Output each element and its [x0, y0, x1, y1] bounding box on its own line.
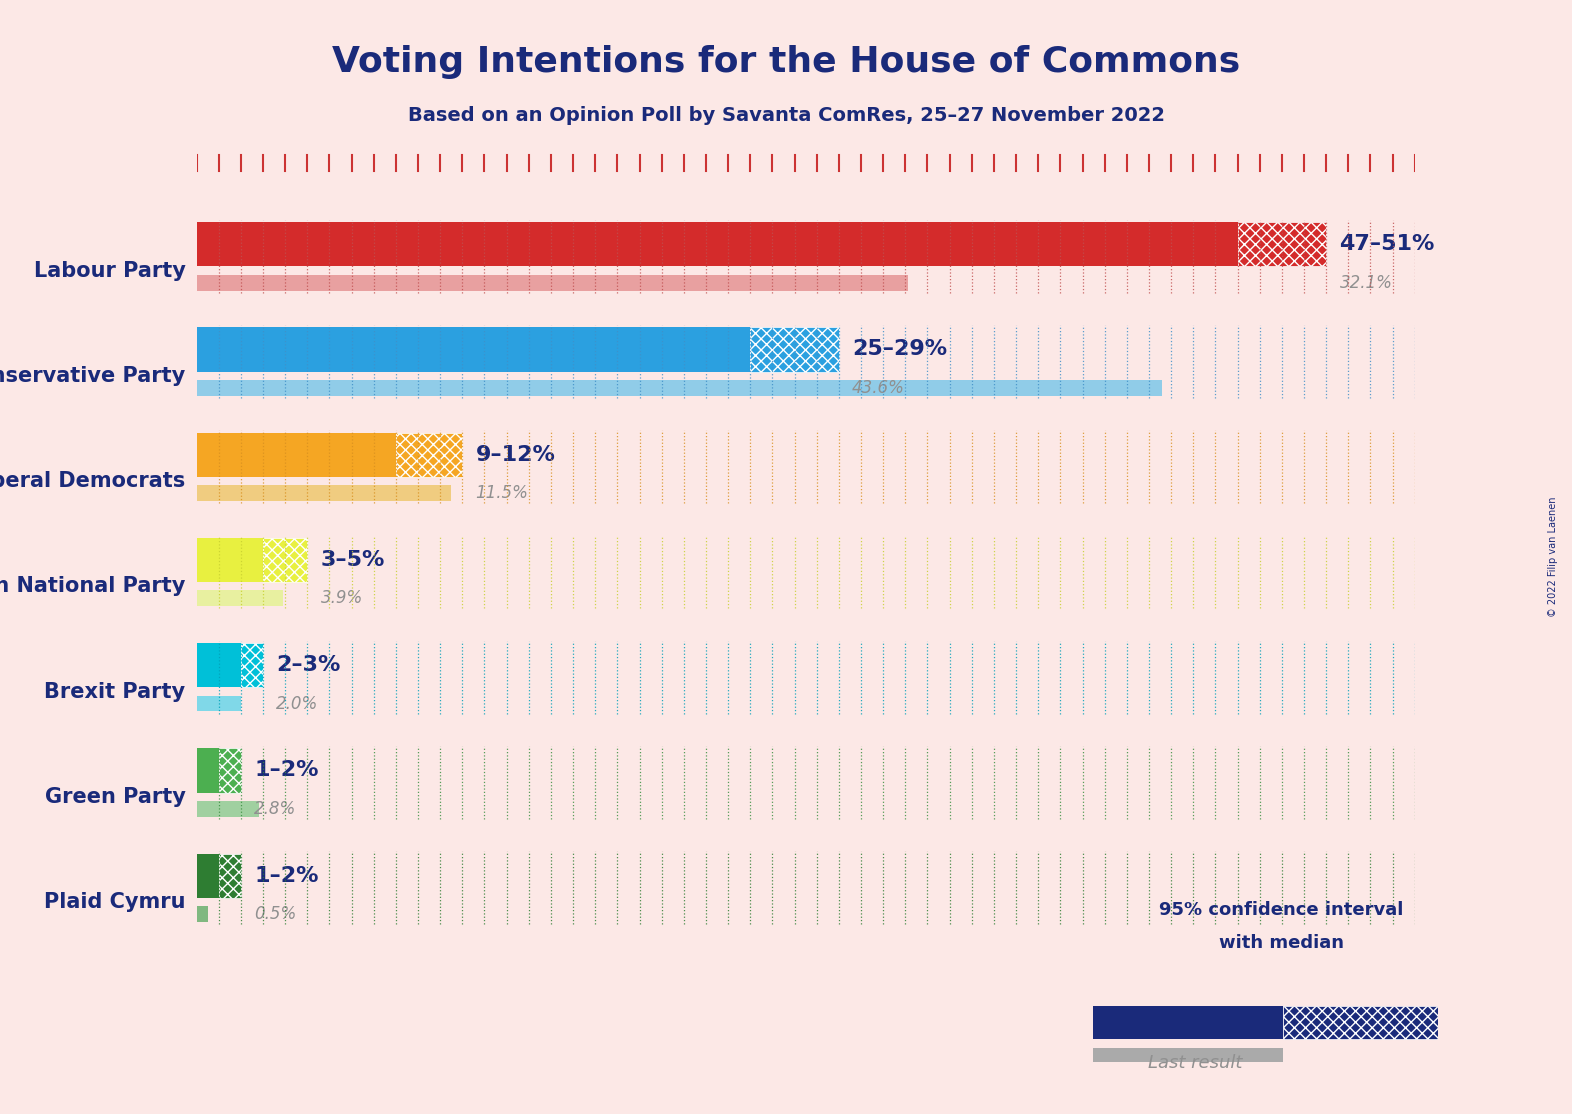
Text: 47–51%: 47–51% — [1339, 234, 1435, 254]
Bar — [263, 538, 307, 582]
Text: Green Party: Green Party — [44, 786, 185, 807]
Text: 1–2%: 1–2% — [255, 761, 319, 781]
Text: Voting Intentions for the House of Commons: Voting Intentions for the House of Commo… — [332, 45, 1240, 79]
Bar — [196, 432, 396, 477]
Bar — [1283, 1006, 1438, 1038]
Bar — [196, 222, 1237, 266]
Text: 2–3%: 2–3% — [277, 655, 341, 675]
Bar — [219, 853, 241, 898]
Bar — [396, 432, 462, 477]
Text: Brexit Party: Brexit Party — [44, 682, 185, 702]
Bar — [196, 275, 907, 291]
Text: 1–2%: 1–2% — [255, 866, 319, 886]
Text: 2.0%: 2.0% — [277, 695, 319, 713]
Text: 95% confidence interval: 95% confidence interval — [1159, 901, 1404, 919]
Bar — [196, 590, 283, 606]
Bar — [1237, 222, 1327, 266]
Bar — [196, 801, 258, 817]
Bar — [750, 328, 839, 372]
Bar — [196, 380, 1162, 395]
Text: Plaid Cymru: Plaid Cymru — [44, 892, 185, 912]
Bar — [1093, 1047, 1283, 1063]
Text: 25–29%: 25–29% — [852, 340, 948, 360]
Text: 9–12%: 9–12% — [476, 444, 555, 465]
Text: Scottish National Party: Scottish National Party — [0, 576, 185, 596]
Bar — [196, 749, 219, 792]
Bar — [219, 749, 241, 792]
Bar — [196, 328, 750, 372]
Bar — [196, 538, 263, 582]
Text: Last result: Last result — [1148, 1054, 1242, 1072]
Bar — [1093, 1006, 1283, 1038]
Text: Liberal Democrats: Liberal Democrats — [0, 471, 185, 491]
Text: 3.9%: 3.9% — [321, 589, 363, 607]
Text: Labour Party: Labour Party — [33, 261, 185, 281]
Bar — [196, 906, 208, 922]
Bar — [241, 643, 263, 687]
Text: 3–5%: 3–5% — [321, 550, 385, 570]
Text: Conservative Party: Conservative Party — [0, 365, 185, 385]
Text: with median: with median — [1218, 935, 1344, 952]
Text: Based on an Opinion Poll by Savanta ComRes, 25–27 November 2022: Based on an Opinion Poll by Savanta ComR… — [407, 106, 1165, 125]
Text: 32.1%: 32.1% — [1339, 274, 1393, 292]
Text: 43.6%: 43.6% — [852, 379, 905, 397]
Text: 11.5%: 11.5% — [476, 485, 528, 502]
Bar — [196, 853, 219, 898]
Bar — [196, 696, 241, 712]
Text: © 2022 Filip van Laenen: © 2022 Filip van Laenen — [1548, 497, 1558, 617]
Bar — [196, 643, 241, 687]
Text: 0.5%: 0.5% — [255, 905, 297, 924]
Bar — [196, 486, 451, 501]
Text: 2.8%: 2.8% — [255, 800, 297, 818]
